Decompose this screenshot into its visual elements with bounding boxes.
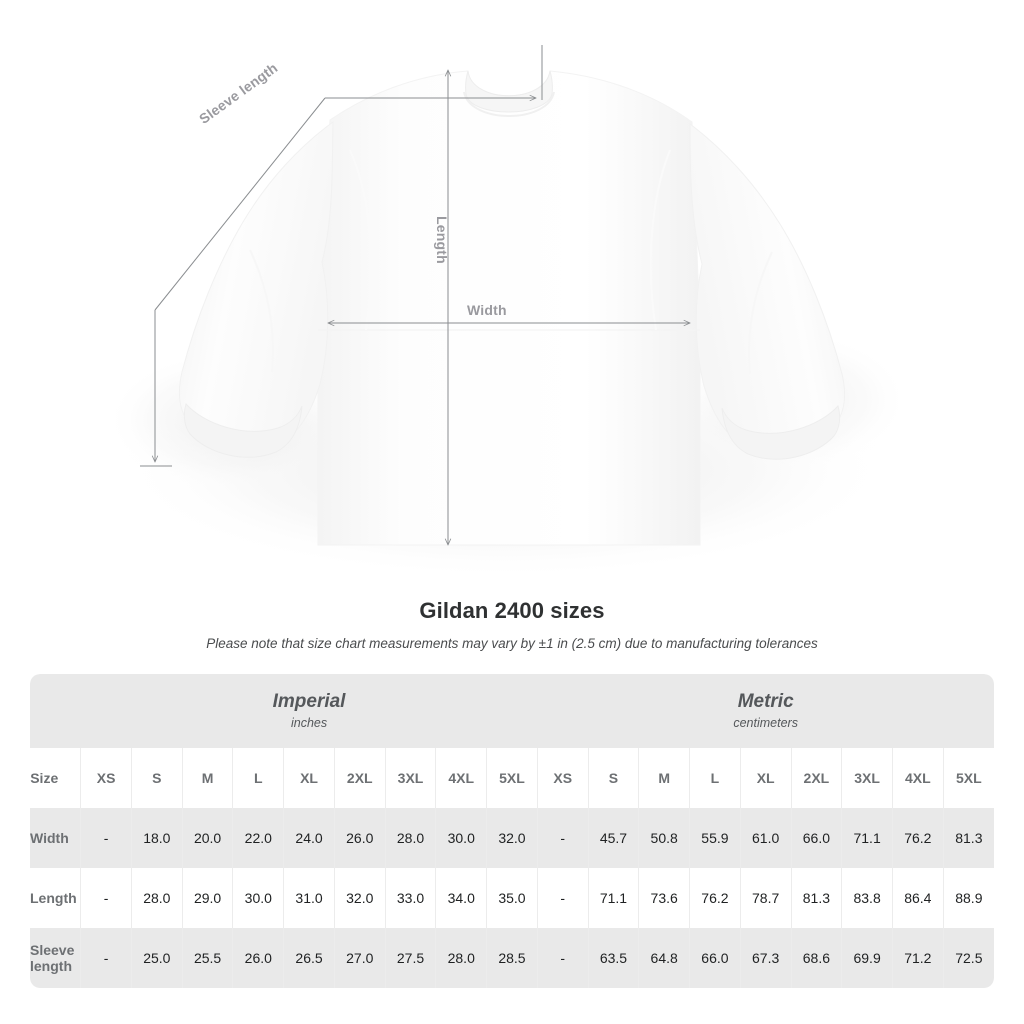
cell-imperial: 26.5 (283, 928, 335, 988)
table-row: Width -18.0 20.0 22.0 24.0 26.0 28.0 30.0 32.0-4… (30, 808, 994, 868)
cell-imperial: - (80, 808, 132, 868)
cell-imperial: 32.0 (486, 808, 538, 868)
cell-imperial: 30.0 (435, 808, 487, 868)
size-column-header: M (181, 748, 233, 808)
size-column-header: 5XL (942, 748, 994, 808)
cell-metric: 71.1 (841, 808, 893, 868)
row-label: Sleeve length (30, 928, 81, 988)
cell-metric: 78.7 (739, 868, 792, 928)
unit-header-row: Imperial inches Metric centimeters (30, 674, 994, 748)
cell-imperial: 28.0 (435, 928, 487, 988)
unit-header-metric: Metric centimeters (537, 674, 994, 748)
size-column-header: 5XL (486, 748, 538, 808)
cell-metric: 76.2 (891, 808, 944, 868)
cell-metric: 73.6 (638, 868, 690, 928)
cell-metric: 83.8 (841, 868, 893, 928)
cell-imperial: 31.0 (283, 868, 335, 928)
cell-imperial: 28.0 (130, 868, 183, 928)
size-column-header: XL (739, 748, 792, 808)
table-row: Sleeve length -25.0 25.5 26.0 26.5 27.0 27.5 28… (30, 928, 994, 988)
size-column-header: 2XL (790, 748, 842, 808)
cell-imperial: 22.0 (232, 808, 284, 868)
cell-metric: 50.8 (638, 808, 690, 868)
cell-metric: 61.0 (739, 808, 792, 868)
size-column-header: 2XL (333, 748, 386, 808)
cell-imperial: 20.0 (181, 808, 233, 868)
cell-metric: - (536, 868, 589, 928)
cell-imperial: 34.0 (435, 868, 487, 928)
cell-imperial: 27.0 (333, 928, 386, 988)
size-column-header: S (587, 748, 639, 808)
size-column-header: L (689, 748, 741, 808)
cell-imperial: - (80, 928, 132, 988)
size-column-header: XS (80, 748, 132, 808)
size-column-header: S (130, 748, 183, 808)
unit-name: Imperial (272, 691, 346, 713)
cell-metric: 67.3 (739, 928, 792, 988)
size-chart-table-container: Imperial inches Metric centimeters Size XS S M L… (30, 674, 994, 988)
page-title: Gildan 2400 sizes (419, 598, 605, 623)
cell-metric: 63.5 (587, 928, 639, 988)
size-chart-table: Imperial inches Metric centimeters Size XS S M L… (30, 674, 994, 988)
cell-metric: 88.9 (942, 868, 994, 928)
cell-metric: 72.5 (942, 928, 994, 988)
cell-metric: 86.4 (891, 868, 944, 928)
cell-imperial: 29.0 (181, 868, 233, 928)
cell-imperial: 32.0 (333, 868, 386, 928)
table-corner-blank (30, 674, 81, 748)
row-label: Width (30, 808, 81, 868)
unit-subtitle: centimeters (733, 715, 798, 730)
cell-imperial: 28.0 (384, 808, 436, 868)
cell-imperial: 18.0 (130, 808, 183, 868)
cell-metric: 69.9 (841, 928, 893, 988)
cell-metric: 64.8 (638, 928, 690, 988)
cell-metric: 66.0 (689, 928, 741, 988)
cell-metric: 66.0 (790, 808, 842, 868)
size-column-header: 3XL (384, 748, 436, 808)
cell-imperial: - (80, 868, 132, 928)
title-block: Gildan 2400 sizes Please note that size … (0, 598, 1024, 651)
size-header-label: Size (30, 748, 81, 808)
tolerance-note: Please note that size chart measurements… (206, 636, 818, 651)
unit-header-imperial: Imperial inches (80, 674, 538, 748)
size-header-row: Size XS S M L XL 2XL 3XL 4XL 5XL XS S M L XL 2XL 3XL 4XL 5… (30, 748, 994, 808)
cell-imperial: 30.0 (232, 868, 284, 928)
size-column-header: XL (283, 748, 335, 808)
cell-metric: 81.3 (790, 868, 842, 928)
cell-imperial: 25.0 (130, 928, 183, 988)
unit-subtitle: inches (290, 715, 328, 730)
unit-name: Metric (737, 691, 794, 713)
cell-imperial: 28.5 (486, 928, 538, 988)
cell-imperial: 35.0 (486, 868, 538, 928)
cell-imperial: 33.0 (384, 868, 436, 928)
cell-metric: 81.3 (942, 808, 994, 868)
shirt-illustration: Sleeve length Length Width (105, 45, 910, 580)
size-column-header: L (232, 748, 284, 808)
shirt-diagram-svg (105, 45, 910, 580)
size-column-header: M (638, 748, 690, 808)
cell-metric: 55.9 (689, 808, 741, 868)
table-row: Length -28.0 29.0 30.0 31.0 32.0 33.0 34.0 35.0-… (30, 868, 994, 928)
cell-metric: - (536, 808, 589, 868)
cell-metric: 71.2 (891, 928, 944, 988)
cell-metric: 68.6 (790, 928, 842, 988)
size-column-header: 4XL (435, 748, 487, 808)
cell-metric: 71.1 (587, 868, 639, 928)
size-column-header: XS (536, 748, 589, 808)
cell-metric: - (536, 928, 589, 988)
cell-imperial: 26.0 (232, 928, 284, 988)
cell-imperial: 27.5 (384, 928, 436, 988)
cell-imperial: 25.5 (181, 928, 233, 988)
size-column-header: 4XL (891, 748, 944, 808)
cell-metric: 76.2 (689, 868, 741, 928)
cell-imperial: 26.0 (333, 808, 386, 868)
cell-metric: 45.7 (587, 808, 639, 868)
size-column-header: 3XL (841, 748, 893, 808)
row-label: Length (30, 868, 81, 928)
cell-imperial: 24.0 (283, 808, 335, 868)
